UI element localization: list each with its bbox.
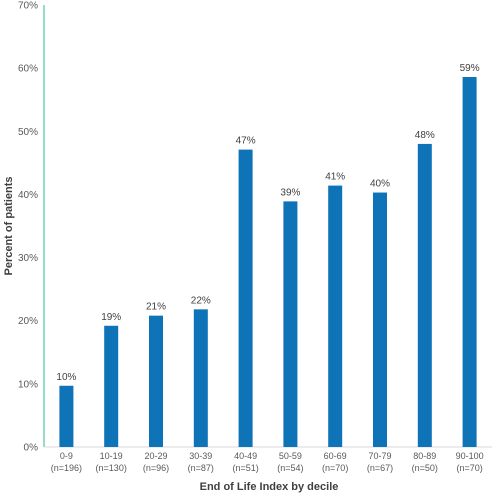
x-category-count: (n=54): [277, 463, 303, 473]
bar: [193, 309, 208, 447]
x-category-range: 90-100: [456, 451, 484, 461]
bar-data-label: 10%: [56, 372, 76, 383]
x-category-count: (n=96): [143, 463, 169, 473]
bar: [373, 192, 387, 447]
x-category-count: (n=67): [367, 463, 393, 473]
bar: [462, 76, 477, 448]
y-axis-title: Percent of patients: [3, 176, 15, 275]
x-category-count: (n=70): [456, 463, 482, 473]
bar-data-label: 22%: [191, 295, 211, 306]
y-tick-label: 10%: [18, 379, 38, 390]
bar-data-label: 39%: [280, 187, 300, 198]
y-tick-label: 60%: [18, 64, 38, 75]
bar-data-label: 21%: [146, 302, 166, 313]
y-tick-label: 30%: [18, 253, 38, 264]
y-tick-label: 20%: [18, 316, 38, 327]
bars: [59, 76, 477, 448]
bar: [417, 143, 432, 447]
y-axis-ticks: 0% 10% 20% 30% 40% 50% 60% 70%: [18, 1, 38, 454]
bar: [328, 185, 343, 448]
x-category-range: 30-39: [189, 451, 212, 461]
x-category-range: 50-59: [279, 451, 302, 461]
x-category-range: 20-29: [144, 451, 167, 461]
bar-data-label: 19%: [101, 312, 121, 323]
bar: [59, 385, 74, 447]
bar: [238, 149, 253, 447]
y-tick-label: 0%: [24, 443, 39, 454]
x-category-count: (n=130): [96, 463, 127, 473]
bar-data-label: 41%: [325, 172, 345, 183]
x-category-range: 60-69: [324, 451, 347, 461]
x-category-range: 10-19: [100, 451, 123, 461]
x-category-range: 0-9: [60, 451, 73, 461]
bar: [283, 201, 298, 447]
bar-data-label: 47%: [236, 136, 256, 147]
x-category-range: 70-79: [368, 451, 391, 461]
x-category-range: 40-49: [234, 451, 257, 461]
x-category-count: (n=50): [412, 463, 438, 473]
x-category-count: (n=87): [188, 463, 214, 473]
x-category-count: (n=51): [232, 463, 258, 473]
x-category-count: (n=70): [322, 463, 348, 473]
y-tick-label: 70%: [18, 1, 38, 12]
bar-data-label: 59%: [460, 63, 480, 74]
bar: [104, 325, 119, 447]
y-tick-label: 40%: [18, 190, 38, 201]
x-category-count: (n=196): [51, 463, 82, 473]
x-category-range: 80-89: [413, 451, 436, 461]
bar-data-label: 40%: [370, 179, 390, 190]
bar: [149, 315, 163, 447]
x-axis-categories: 0-9 (n=196) 10-19 (n=130) 20-29 (n=96) 30-39 (n…: [51, 451, 484, 473]
x-axis-title: End of Life Index by decile: [200, 481, 339, 493]
bar-data-label: 48%: [415, 130, 435, 141]
data-labels: 10% 19% 21% 22% 47% 39% 41% 40% 48% 59%: [56, 63, 479, 383]
y-tick-label: 50%: [18, 127, 38, 138]
